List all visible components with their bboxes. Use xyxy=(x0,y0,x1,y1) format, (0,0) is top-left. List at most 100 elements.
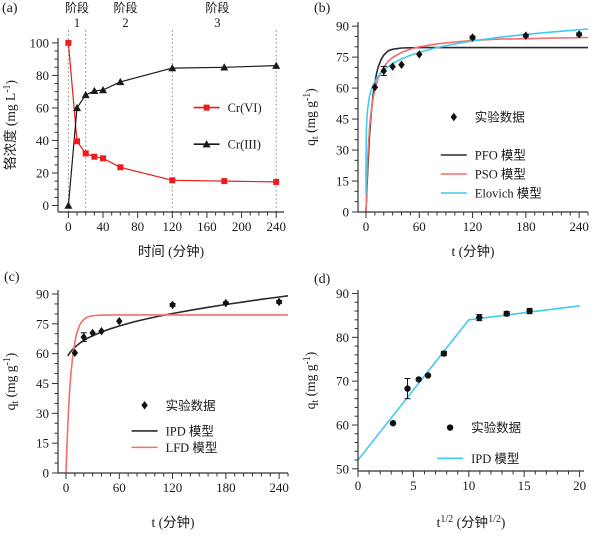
stage-number: 2 xyxy=(122,16,128,30)
diamond-marker xyxy=(416,50,423,59)
y-tick-label: 15 xyxy=(36,436,49,451)
legend: 实验数据 IPD 模型 xyxy=(437,420,521,466)
y-tick-label: 75 xyxy=(36,316,49,331)
y-tick-label: 50 xyxy=(336,461,349,476)
diamond-marker xyxy=(371,83,379,92)
x-tick-label: 240 xyxy=(269,480,289,495)
chart-d-canvas: 0 5 10 15 20 50 60 70 80 90 t1/2 (分钟1/2) qt (mg g-1… xyxy=(302,286,586,530)
legend-entry: 实验数据 xyxy=(446,420,521,435)
x-tick-label: 15 xyxy=(518,478,531,493)
chart-c-canvas: 0 60 120 180 240 0 15 30 45 60 75 90 t (分钟) qt (mg g-… xyxy=(2,286,289,530)
legend-entry: Cr(III) xyxy=(193,138,261,152)
y-tick-label: 30 xyxy=(336,143,349,158)
triangle-marker xyxy=(99,86,108,94)
x-axis-title: 时间 (分钟) xyxy=(138,243,204,259)
triangle-marker xyxy=(168,64,177,72)
x-tick-label: 240 xyxy=(266,219,286,234)
diamond-marker xyxy=(380,66,387,76)
diamond-marker xyxy=(80,332,87,342)
x-tick-label: 180 xyxy=(516,219,536,234)
series-cr-iii-line xyxy=(67,65,277,206)
x-tick-label: 180 xyxy=(216,480,236,495)
x-tick-label: 0 xyxy=(355,478,362,493)
circle-marker xyxy=(424,372,432,379)
y-tick-label: 75 xyxy=(336,50,349,65)
panel-c: (c) 0 60 120 180 240 0 15 30 45 60 75 90 t (分钟) qt (m… xyxy=(0,266,300,537)
square-marker xyxy=(117,164,124,171)
y-tick-label: 60 xyxy=(336,417,349,432)
square-marker xyxy=(74,138,81,145)
panel-a: (a) 0 40 80 120 160 200 240 0 20 40 60 80 100 时间 (分钟)… xyxy=(0,0,300,266)
triangle-marker xyxy=(90,86,99,95)
chart-a-canvas: 0 40 80 120 160 200 240 0 20 40 60 80 100 时间 (分钟) 铬浓度 … xyxy=(2,0,286,259)
y-axis-title: qt (mg g-1) xyxy=(302,352,321,410)
series-exp-data-points xyxy=(389,307,533,427)
y-tick-label: 100 xyxy=(30,35,50,50)
triangle-marker xyxy=(220,63,229,71)
series-exp-data-points xyxy=(371,30,583,92)
legend-label: Elovich 模型 xyxy=(475,187,542,201)
diamond-marker xyxy=(222,298,230,308)
panel-d: (d) 0 5 10 15 20 50 60 70 80 90 t1/2 (分钟1/2) qt (mg… xyxy=(300,266,600,537)
series-ipd-line xyxy=(67,295,289,357)
y-tick-label: 40 xyxy=(36,133,49,148)
stage-number: 3 xyxy=(214,16,220,30)
triangle-marker xyxy=(81,90,90,99)
x-tick-label: 0 xyxy=(363,219,370,234)
series-elovich-line xyxy=(365,28,589,195)
legend-entry: PFO 模型 xyxy=(440,149,526,163)
y-tick-label: 60 xyxy=(336,81,349,96)
y-tick-label: 0 xyxy=(43,466,50,481)
legend: 实验数据 IPD 模型 LFD 模型 xyxy=(131,398,218,455)
stage-label: 阶段3 xyxy=(205,0,229,30)
series-exp-data-points xyxy=(71,297,283,358)
legend: 实验数据 PFO 模型 PSO 模型 Elovich 模型 xyxy=(440,110,542,201)
legend-label: IPD 模型 xyxy=(471,452,519,466)
stage-label: 阶段2 xyxy=(114,0,138,30)
y-axis-title: 铬浓度 (mg L-1) xyxy=(2,80,18,170)
legend-entry: Cr(VI) xyxy=(193,101,262,115)
panel-d-label: (d) xyxy=(314,272,331,287)
legend-label: 实验数据 xyxy=(475,110,525,125)
x-tick-label: 120 xyxy=(463,219,483,234)
x-tick-label: 0 xyxy=(63,480,70,495)
y-tick-label: 70 xyxy=(336,374,349,389)
x-tick-label: 160 xyxy=(197,219,217,234)
diamond-marker xyxy=(450,112,457,122)
y-tick-label: 0 xyxy=(43,198,50,213)
stage-word: 阶段 xyxy=(205,0,229,15)
circle-marker xyxy=(476,314,483,321)
legend-entry: Elovich 模型 xyxy=(440,187,542,201)
legend-entry: IPD 模型 xyxy=(131,424,214,438)
y-tick-label: 0 xyxy=(343,205,350,220)
legend-label: LFD 模型 xyxy=(166,441,218,455)
y-axis-title: qt (mg g-1) xyxy=(2,353,21,411)
diamond-marker xyxy=(71,348,79,358)
x-tick-label: 10 xyxy=(462,478,475,493)
stage-number: 1 xyxy=(74,16,80,30)
x-tick-label: 60 xyxy=(113,480,126,495)
legend-label: PSO 模型 xyxy=(475,168,526,182)
diamond-marker xyxy=(98,326,105,336)
x-tick-label: 80 xyxy=(131,219,144,234)
panel-b-label: (b) xyxy=(314,1,331,16)
chart-b-canvas: 0 60 120 180 240 0 15 30 45 60 75 90 t (分钟) qt (mg g-… xyxy=(302,19,589,259)
legend: Cr(VI) Cr(III) xyxy=(193,101,262,152)
diamond-marker xyxy=(116,317,123,326)
legend-label: 实验数据 xyxy=(166,398,216,413)
square-marker xyxy=(91,153,98,160)
circle-marker xyxy=(440,350,448,357)
legend-label: PFO 模型 xyxy=(475,149,526,163)
circle-marker xyxy=(415,376,422,383)
y-tick-label: 60 xyxy=(36,100,49,115)
square-marker xyxy=(203,104,210,111)
y-tick-label: 90 xyxy=(336,286,349,301)
x-tick-label: 120 xyxy=(163,480,183,495)
panel-b: (b) 0 60 120 180 240 0 15 30 45 60 75 90 t (分钟) qt (m… xyxy=(300,0,600,266)
diamond-marker xyxy=(169,300,176,310)
triangle-marker xyxy=(73,103,82,112)
x-tick-label: 5 xyxy=(410,478,417,493)
legend-entry: LFD 模型 xyxy=(131,441,218,455)
